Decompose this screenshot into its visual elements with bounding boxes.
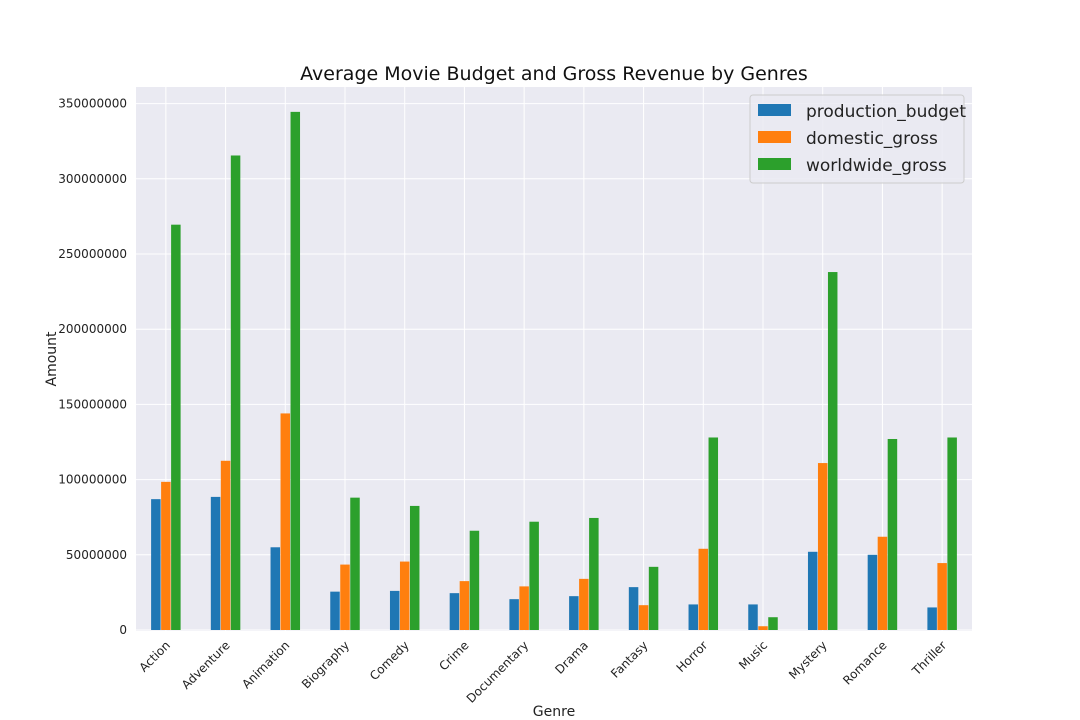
bar-domestic-gross-adventure	[220, 460, 231, 630]
legend-label-domestic-gross: domestic_gross	[806, 129, 938, 149]
x-axis-label: Genre	[533, 704, 575, 720]
bar-production-budget-biography	[330, 591, 340, 630]
x-tick-label: Documentary	[464, 638, 532, 706]
bar-production-budget-crime	[449, 593, 460, 630]
y-tick-label: 100000000	[58, 473, 127, 487]
bar-worldwide-gross-comedy	[409, 505, 420, 630]
bar-worldwide-gross-animation	[290, 111, 301, 630]
x-tick-label: Fantasy	[608, 638, 651, 681]
legend-label-worldwide-gross: worldwide_gross	[806, 156, 947, 176]
bar-production-budget-documentary	[509, 599, 519, 630]
bar-production-budget-mystery	[807, 551, 818, 630]
bar-worldwide-gross-romance	[887, 438, 898, 630]
x-tick-label: Horror	[674, 638, 711, 675]
bar-domestic-gross-documentary	[519, 586, 529, 630]
bar-production-budget-animation	[270, 547, 281, 630]
bar-domestic-gross-crime	[459, 581, 470, 630]
x-tick-labels: Action Adventure Animation Biography Comedy C…	[136, 638, 949, 706]
x-tick-label: Comedy	[367, 638, 412, 683]
legend-label-production-budget: production_budget	[806, 102, 966, 122]
bar-production-budget-action	[151, 499, 161, 630]
y-axis-label: Amount	[44, 331, 60, 387]
bar-production-budget-romance	[867, 554, 878, 630]
bar-production-budget-comedy	[389, 590, 400, 630]
bar-domestic-gross-comedy	[399, 561, 410, 630]
bar-domestic-gross-drama	[579, 578, 589, 630]
bar-domestic-gross-action	[161, 481, 171, 630]
bar-domestic-gross-biography	[340, 564, 350, 630]
bar-production-budget-adventure	[210, 496, 221, 630]
bar-worldwide-gross-mystery	[827, 272, 838, 630]
bar-domestic-gross-animation	[280, 413, 291, 630]
x-tick-label: Animation	[239, 638, 292, 691]
x-tick-label: Mystery	[786, 638, 830, 682]
x-tick-label: Action	[136, 638, 172, 674]
bar-production-budget-horror	[688, 604, 699, 630]
bars-layer	[151, 111, 957, 630]
x-tick-label: Thriller	[909, 638, 949, 678]
x-tick-label: Romance	[840, 638, 889, 687]
bar-domestic-gross-mystery	[817, 463, 828, 630]
legend-swatch-domestic-gross	[758, 131, 791, 143]
bar-worldwide-gross-horror	[708, 437, 719, 630]
y-tick-label: 200000000	[58, 322, 127, 336]
bar-domestic-gross-fantasy	[638, 605, 649, 630]
x-tick-label: Biography	[299, 638, 352, 691]
bar-domestic-gross-thriller	[937, 563, 947, 630]
y-tick-label: 250000000	[58, 247, 127, 261]
y-tick-label: 150000000	[58, 397, 127, 411]
legend-frame	[749, 94, 965, 184]
bar-worldwide-gross-adventure	[230, 155, 241, 630]
y-tick-label: 50000000	[66, 548, 127, 562]
legend-swatch-worldwide-gross	[758, 158, 791, 170]
x-tick-label: Drama	[552, 638, 591, 677]
y-tick-label: 0	[119, 623, 127, 637]
y-tick-label: 300000000	[58, 172, 127, 186]
bar-worldwide-gross-action	[171, 224, 181, 630]
bar-worldwide-gross-documentary	[529, 521, 539, 630]
legend: production_budget domestic_gross worldwi…	[749, 94, 966, 184]
bar-production-budget-music	[748, 604, 758, 630]
bar-domestic-gross-horror	[698, 548, 709, 630]
bar-production-budget-thriller	[927, 607, 937, 630]
y-tick-labels: 0 50000000 100000000 150000000 200000000 2500…	[58, 97, 127, 637]
x-tick-label: Adventure	[179, 638, 233, 692]
bar-production-budget-drama	[569, 596, 579, 630]
y-tick-label: 350000000	[58, 97, 127, 111]
bar-worldwide-gross-crime	[469, 530, 480, 630]
legend-swatch-production-budget	[758, 104, 791, 116]
bar-worldwide-gross-drama	[589, 517, 599, 630]
bar-production-budget-fantasy	[628, 587, 639, 630]
bar-worldwide-gross-thriller	[947, 437, 957, 630]
x-tick-label: Crime	[436, 638, 471, 673]
bar-worldwide-gross-music	[768, 617, 778, 630]
bar-domestic-gross-romance	[877, 536, 888, 630]
bar-worldwide-gross-fantasy	[648, 566, 659, 630]
bar-worldwide-gross-biography	[350, 497, 360, 630]
x-tick-label: Music	[736, 638, 770, 672]
bar-domestic-gross-music	[758, 626, 768, 630]
chart-title: Average Movie Budget and Gross Revenue b…	[300, 63, 808, 85]
